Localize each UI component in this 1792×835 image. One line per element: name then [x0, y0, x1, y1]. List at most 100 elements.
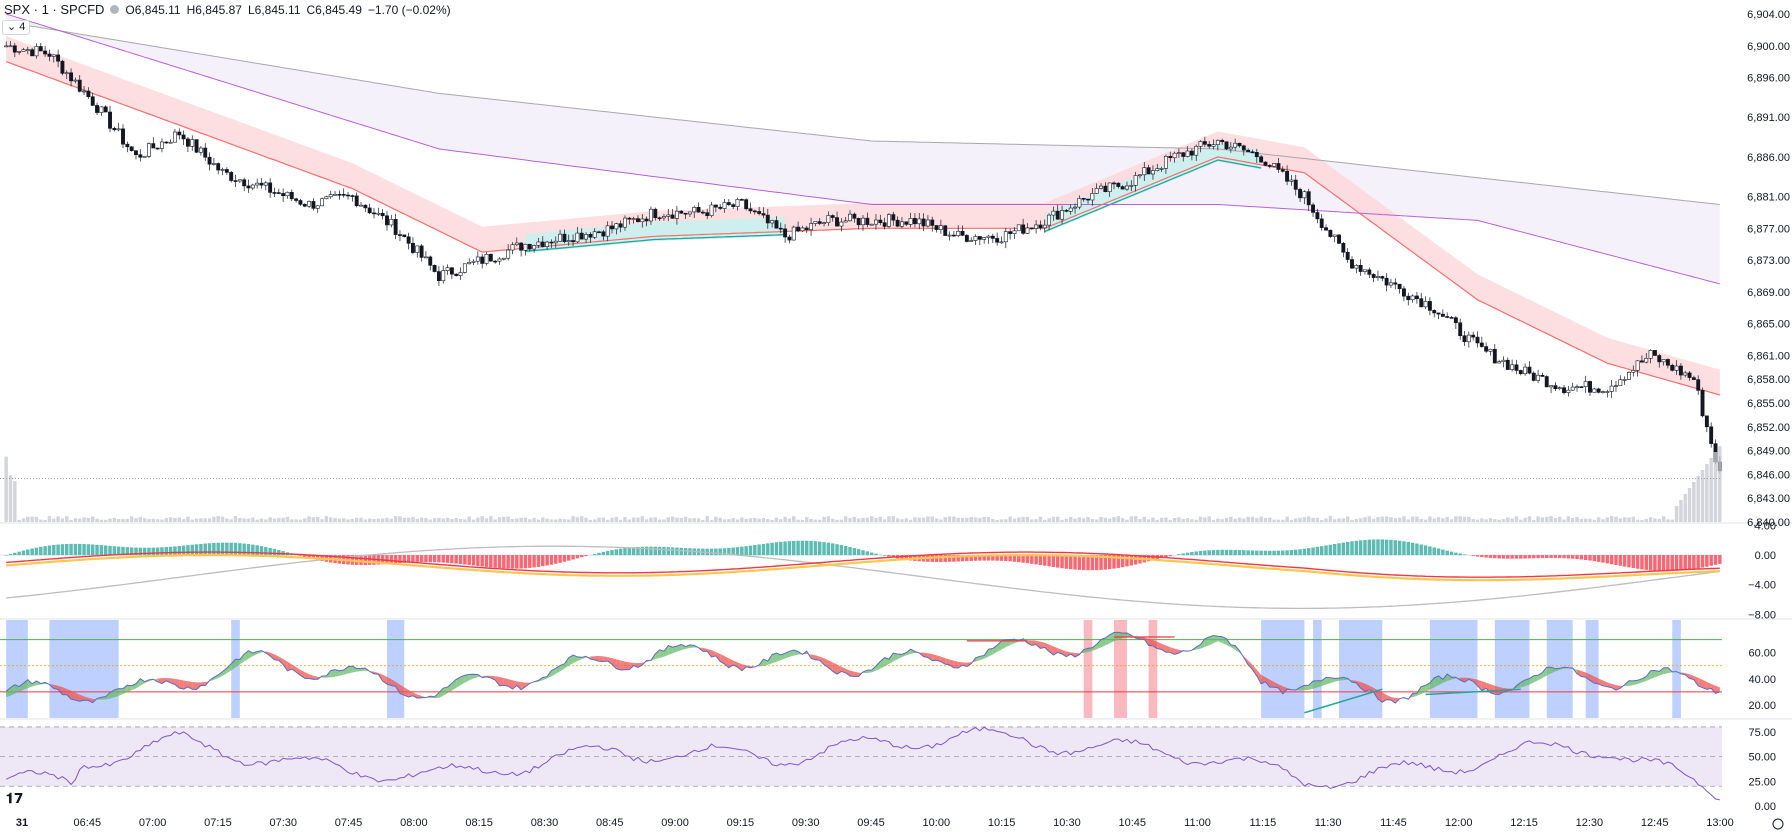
macd-histogram-bar: [1099, 555, 1103, 570]
volume-bar: [181, 519, 186, 522]
osc-fill: [252, 651, 258, 657]
macd-histogram-bar: [432, 555, 437, 563]
symbol-title[interactable]: SPX · 1 · SPCFD: [4, 2, 105, 17]
candle: [1211, 139, 1216, 150]
volume-bar: [1380, 516, 1385, 522]
volume-bar: [1596, 517, 1601, 522]
volume-bar: [1324, 518, 1328, 522]
volume-bar: [1549, 516, 1553, 522]
candle-down: [354, 195, 359, 207]
macd-histogram-bar: [69, 543, 73, 556]
volume-bar: [242, 518, 246, 522]
volume-bar: [610, 517, 614, 522]
time-axis-tick: 06:45: [74, 817, 102, 829]
volume-bar: [930, 516, 934, 522]
price-pane[interactable]: [0, 13, 1722, 522]
volume-bar: [419, 517, 424, 522]
candle: [956, 225, 961, 238]
volume-bar: [1051, 516, 1056, 522]
macd-histogram-bar: [1493, 555, 1497, 559]
osc-fill: [239, 654, 245, 665]
candle-up: [925, 219, 930, 227]
candle-up: [1068, 207, 1073, 212]
candle: [350, 194, 355, 202]
candle-down: [47, 53, 52, 57]
candle: [1423, 296, 1428, 310]
candle-up: [735, 199, 740, 207]
macd-histogram-bar: [627, 547, 632, 556]
candle: [545, 240, 550, 250]
candle-up: [861, 217, 865, 226]
candle: [687, 211, 692, 217]
candle-down: [1704, 415, 1709, 428]
macd-histogram-bar: [1185, 552, 1190, 556]
candle-down: [1471, 334, 1476, 338]
osc-fill: [1650, 670, 1655, 680]
candle-down: [670, 214, 675, 219]
osc-fill: [1252, 664, 1257, 676]
volume-bar: [1501, 519, 1506, 522]
macd-histogram-bar: [190, 544, 194, 556]
candle-up: [220, 169, 225, 171]
osc-fill: [1213, 635, 1218, 644]
candle-up: [1389, 282, 1393, 286]
macd-histogram-bar: [1043, 555, 1047, 566]
macd-histogram-bar: [1428, 546, 1432, 556]
volume-bar: [1493, 519, 1497, 522]
rsi-pane[interactable]: [0, 726, 1722, 801]
volume-bar: [1393, 518, 1398, 522]
candle-down: [1324, 227, 1328, 231]
candle-down: [1254, 152, 1259, 158]
osc-fill: [850, 670, 855, 677]
bull-cloud: [1044, 142, 1262, 234]
settings-icon[interactable]: [1772, 818, 1784, 830]
candle-down: [774, 220, 779, 229]
macd-histogram-bar: [1198, 550, 1203, 556]
macd-histogram-bar: [268, 547, 272, 556]
volume-bar: [1484, 519, 1488, 522]
macd-histogram-bar: [476, 555, 480, 566]
candle-up: [359, 204, 363, 207]
macd-histogram-bar: [982, 555, 986, 561]
candle-down: [419, 245, 424, 258]
macd-histogram-bar: [519, 555, 523, 569]
macd-histogram-bar: [727, 547, 731, 556]
volume-bar: [39, 519, 43, 522]
candle-down: [1484, 346, 1489, 352]
candle: [1328, 229, 1333, 238]
macd-histogram-bar: [523, 555, 528, 569]
candle-up: [1073, 206, 1077, 209]
osc-fill: [1313, 680, 1318, 689]
volume-bar: [1077, 517, 1082, 522]
macd-histogram-bar: [1056, 555, 1060, 568]
candle: [1371, 273, 1376, 283]
osc-fill: [949, 659, 954, 668]
volume-bar: [1419, 518, 1423, 522]
osc-fill: [1027, 640, 1032, 646]
osc-fill: [343, 666, 349, 675]
candle: [1337, 234, 1341, 245]
osc-fill: [1005, 639, 1011, 648]
candle: [748, 202, 753, 214]
macd-pane[interactable]: [0, 539, 1722, 610]
osc-fill: [1451, 677, 1456, 680]
candle: [172, 128, 177, 143]
candle-up: [34, 46, 39, 57]
time-axis-tick: 12:45: [1641, 817, 1669, 829]
volume-bar: [515, 518, 519, 522]
volume-bar: [199, 518, 203, 522]
osc-fill: [910, 649, 915, 654]
candle: [185, 137, 190, 152]
rsi-line: [5, 726, 1720, 801]
candle: [1324, 224, 1328, 231]
candle-down: [601, 231, 606, 237]
macd-histogram-bar: [1480, 555, 1484, 558]
candle-up: [255, 182, 260, 186]
oscillator-pane[interactable]: [0, 620, 1722, 718]
macd-histogram-bar: [675, 547, 679, 556]
tradingview-logo-icon[interactable]: 𝟏𝟳: [6, 790, 24, 806]
osc-fill: [1412, 693, 1417, 698]
indicators-collapse-button[interactable]: ⌄ 4: [2, 20, 31, 35]
candle-up: [1185, 150, 1190, 157]
